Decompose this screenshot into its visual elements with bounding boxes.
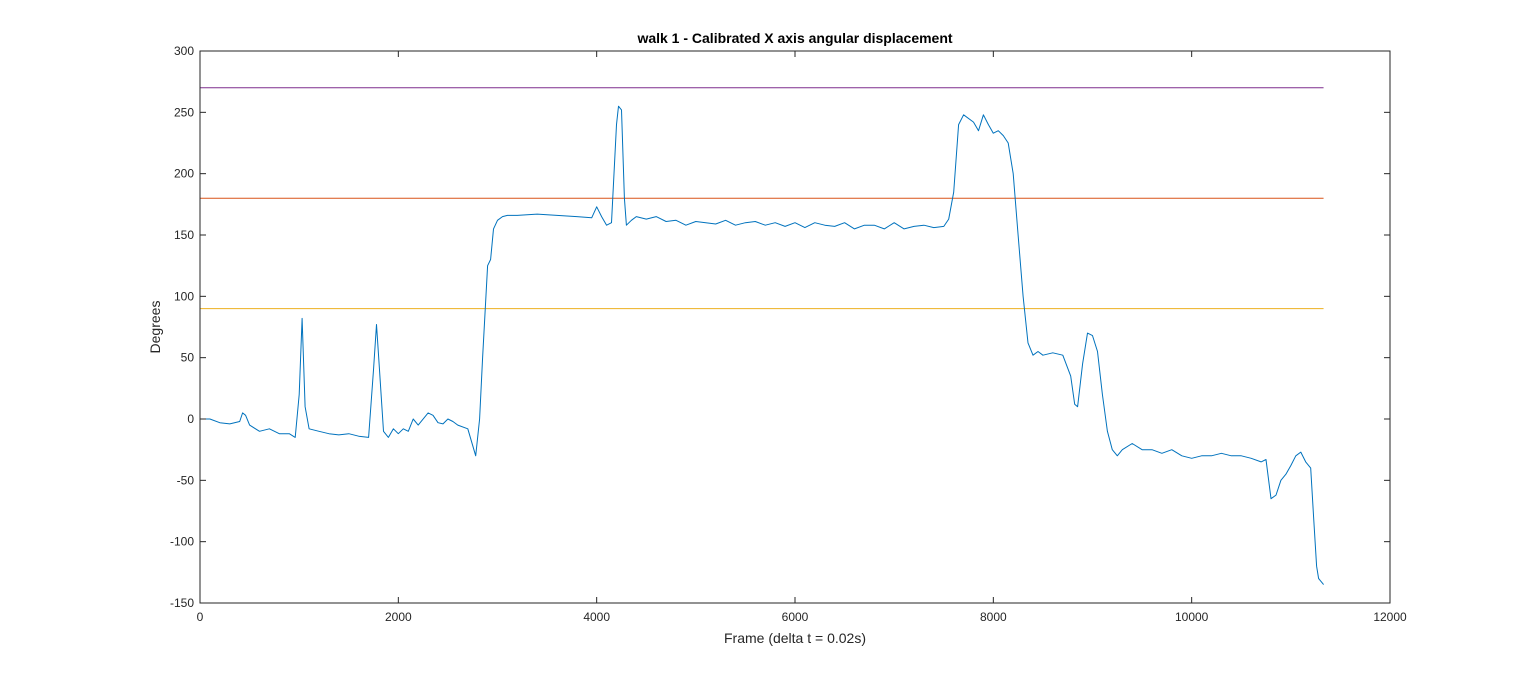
x-tick-label: 8000 xyxy=(980,610,1007,624)
x-tick-label: 4000 xyxy=(583,610,610,624)
y-tick-label: 0 xyxy=(187,412,194,426)
y-tick-label: 100 xyxy=(174,289,194,303)
y-tick-label: -150 xyxy=(170,596,194,610)
y-axis-label: Degrees xyxy=(147,301,163,354)
x-tick-label: 0 xyxy=(197,610,204,624)
series-line-1 xyxy=(200,105,1324,585)
y-axis-ticks: -150 -100 -50 0 50 100 150 200 250 300 xyxy=(170,44,1390,610)
y-tick-label: 150 xyxy=(174,228,194,242)
x-tick-label: 12000 xyxy=(1373,610,1407,624)
x-tick-label: 10000 xyxy=(1175,610,1209,624)
series-group xyxy=(200,105,1324,585)
y-tick-label: 300 xyxy=(174,44,194,58)
y-tick-label: -50 xyxy=(177,473,195,487)
chart-title: walk 1 - Calibrated X axis angular displ… xyxy=(636,30,952,46)
y-tick-label: 50 xyxy=(181,351,195,365)
x-tick-label: 6000 xyxy=(782,610,809,624)
reference-lines xyxy=(200,87,1324,310)
plot-area xyxy=(200,51,1390,603)
x-axis-ticks: 0 2000 4000 6000 8000 10000 12000 xyxy=(197,51,1407,624)
x-tick-label: 2000 xyxy=(385,610,412,624)
y-tick-label: 250 xyxy=(174,105,194,119)
x-axis-label: Frame (delta t = 0.02s) xyxy=(724,630,866,646)
y-tick-label: 200 xyxy=(174,167,194,181)
y-tick-label: -100 xyxy=(170,535,194,549)
